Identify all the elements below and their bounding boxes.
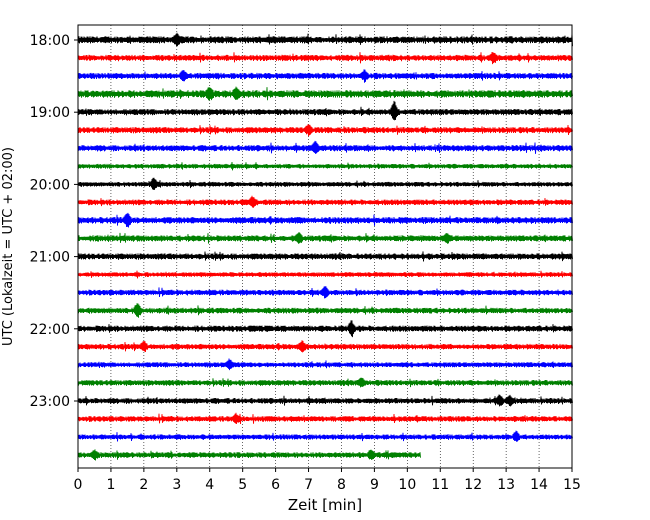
y-tick-label: 18:00 bbox=[30, 33, 70, 49]
x-tick-label: 10 bbox=[398, 477, 416, 493]
x-tick-label: 11 bbox=[431, 477, 449, 493]
x-tick-label: 13 bbox=[497, 477, 515, 493]
y-tick-label: 21:00 bbox=[30, 250, 70, 266]
x-tick-label: 4 bbox=[205, 477, 214, 493]
x-axis-label: Zeit [min] bbox=[288, 496, 362, 514]
x-tick-label: 6 bbox=[271, 477, 280, 493]
x-tick-label: 5 bbox=[238, 477, 247, 493]
x-tick-label: 12 bbox=[464, 477, 482, 493]
x-axis-ticks: 0 1 2 3 4 5 6 7 8 9 10 11 12 13 14 15 bbox=[74, 468, 581, 493]
x-tick-label: 3 bbox=[172, 477, 181, 493]
y-tick-label: 23:00 bbox=[30, 394, 70, 410]
seismic-traces bbox=[77, 32, 573, 461]
y-axis-ticks: 18:00 19:00 20:00 21:00 22:00 23:00 bbox=[30, 33, 78, 410]
x-tick-label: 2 bbox=[139, 477, 148, 493]
y-tick-label: 20:00 bbox=[30, 177, 70, 193]
x-tick-label: 0 bbox=[74, 477, 83, 493]
vertical-gridlines bbox=[110, 25, 540, 468]
x-tick-label: 1 bbox=[106, 477, 115, 493]
y-tick-label: 19:00 bbox=[30, 105, 70, 121]
trace-1900 bbox=[77, 100, 573, 121]
x-tick-label: 8 bbox=[337, 477, 346, 493]
y-axis-label: UTC (Lokalzeit = UTC + 02:00) bbox=[1, 147, 16, 346]
x-tick-label: 15 bbox=[563, 477, 581, 493]
x-tick-label: 9 bbox=[370, 477, 379, 493]
x-tick-label: 14 bbox=[530, 477, 548, 493]
y-tick-label: 22:00 bbox=[30, 322, 70, 338]
plot-frame bbox=[77, 24, 573, 469]
x-tick-label: 7 bbox=[304, 477, 313, 493]
